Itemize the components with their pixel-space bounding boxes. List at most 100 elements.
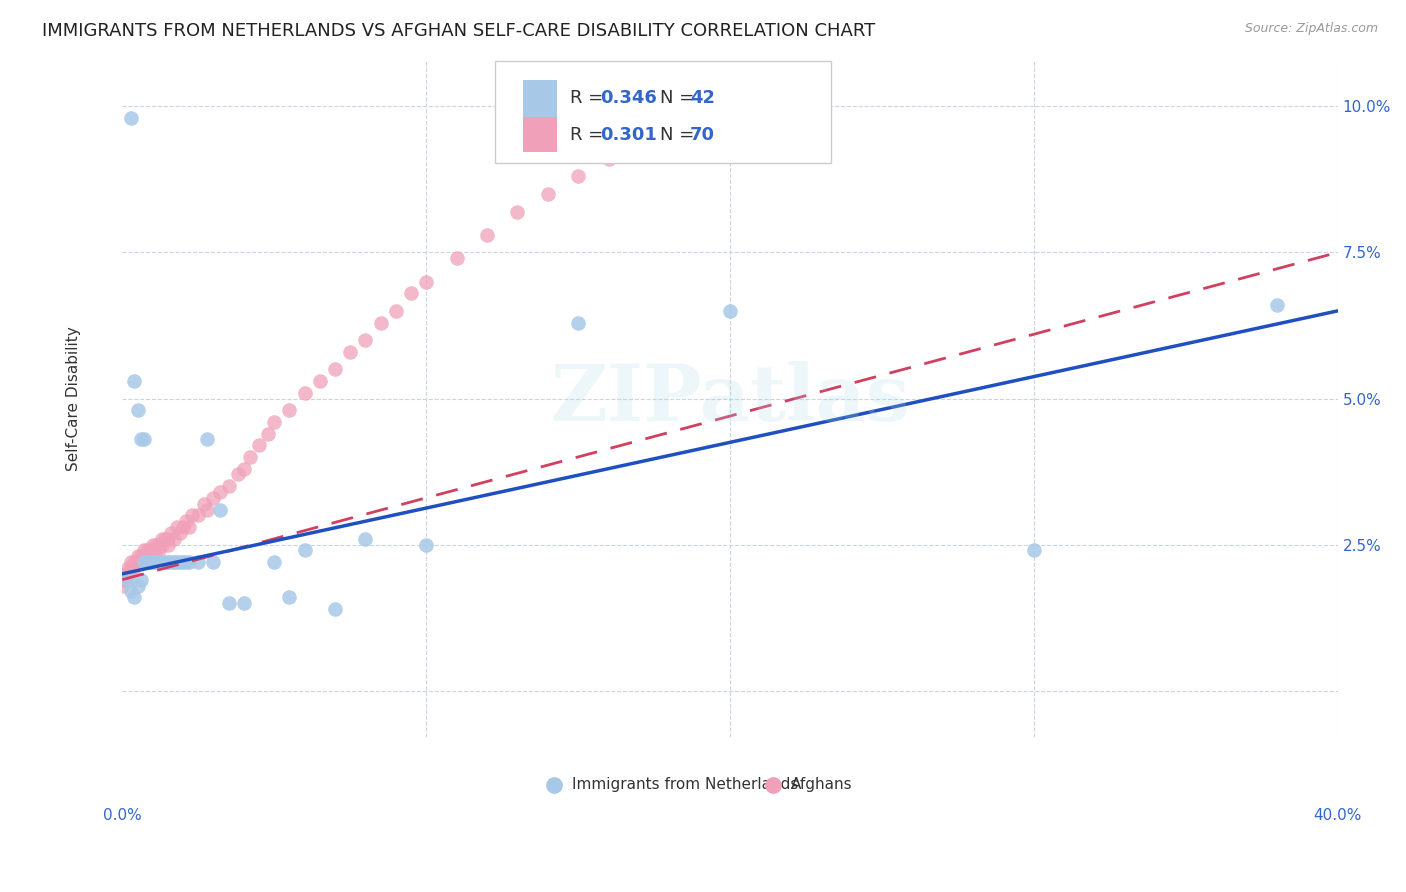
Point (129, 433, 152, 447)
Point (163, 532, 186, 546)
Point (278, 590, 301, 604)
Point (142, 543, 165, 558)
Point (138, 543, 160, 558)
Point (1022, 543, 1045, 558)
Point (294, 385, 316, 400)
Point (172, 555, 194, 569)
Point (247, 438, 270, 452)
Point (385, 304, 408, 318)
Text: Source: ZipAtlas.com: Source: ZipAtlas.com (1244, 22, 1378, 36)
Text: R =: R = (569, 126, 609, 144)
Point (475, 227, 498, 242)
Point (239, 450, 262, 464)
Point (160, 555, 183, 569)
Text: IMMIGRANTS FROM NETHERLANDS VS AFGHAN SELF-CARE DISABILITY CORRELATION CHART: IMMIGRANTS FROM NETHERLANDS VS AFGHAN SE… (42, 22, 876, 40)
Point (132, 543, 155, 558)
Point (187, 508, 209, 523)
Point (120, 584, 142, 599)
Point (208, 502, 231, 516)
Point (148, 538, 170, 552)
Point (232, 461, 254, 475)
Point (598, 152, 620, 166)
Point (193, 497, 215, 511)
Point (202, 555, 225, 569)
Point (124, 561, 146, 575)
Point (179, 520, 201, 534)
Point (135, 543, 157, 558)
Point (232, 596, 254, 610)
Point (127, 578, 149, 592)
Point (156, 532, 179, 546)
Point (202, 491, 225, 505)
Point (117, 573, 139, 587)
Point (218, 596, 240, 610)
Point (172, 520, 194, 534)
Point (506, 204, 529, 219)
Point (415, 538, 437, 552)
Point (658, 117, 681, 131)
Point (129, 549, 152, 564)
Point (169, 525, 191, 540)
Point (308, 374, 330, 388)
Point (415, 275, 437, 289)
Point (148, 543, 170, 558)
Point (174, 555, 197, 569)
Point (124, 555, 146, 569)
Point (166, 520, 188, 534)
Point (120, 555, 142, 569)
Point (117, 561, 139, 575)
Point (132, 549, 155, 564)
Point (181, 508, 204, 523)
Point (263, 555, 285, 569)
Point (127, 549, 149, 564)
Point (323, 362, 346, 376)
Point (567, 316, 589, 330)
Point (150, 555, 173, 569)
Point (138, 549, 160, 564)
Point (129, 555, 152, 569)
Point (135, 555, 157, 569)
Text: 0.0%: 0.0% (103, 807, 142, 822)
Text: R =: R = (569, 89, 609, 107)
FancyBboxPatch shape (523, 80, 557, 117)
Point (120, 111, 142, 125)
Point (1265, 298, 1288, 312)
Point (187, 555, 209, 569)
Point (120, 561, 142, 575)
Text: 42: 42 (690, 89, 714, 107)
Point (148, 555, 170, 569)
Text: Afghans: Afghans (790, 777, 852, 792)
Point (627, 135, 650, 149)
Point (129, 573, 152, 587)
Point (124, 590, 146, 604)
Point (132, 555, 155, 569)
Point (145, 543, 167, 558)
Point (145, 555, 167, 569)
Point (166, 555, 188, 569)
Point (160, 525, 183, 540)
Point (354, 532, 377, 546)
Point (399, 286, 422, 301)
Point (718, 304, 741, 318)
Point (294, 543, 316, 558)
Point (138, 555, 160, 569)
Point (156, 555, 179, 569)
Point (117, 566, 139, 581)
Point (150, 532, 173, 546)
Point (446, 252, 468, 266)
Point (124, 374, 146, 388)
Point (150, 538, 173, 552)
Point (127, 403, 149, 417)
Point (163, 555, 186, 569)
FancyBboxPatch shape (523, 117, 557, 153)
Point (689, 99, 711, 113)
Point (132, 433, 155, 447)
Point (257, 426, 280, 441)
Point (111, 573, 134, 587)
Point (114, 566, 136, 581)
Text: N =: N = (659, 126, 700, 144)
Text: N =: N = (659, 89, 700, 107)
Point (114, 573, 136, 587)
Point (226, 467, 249, 482)
Point (537, 186, 560, 201)
